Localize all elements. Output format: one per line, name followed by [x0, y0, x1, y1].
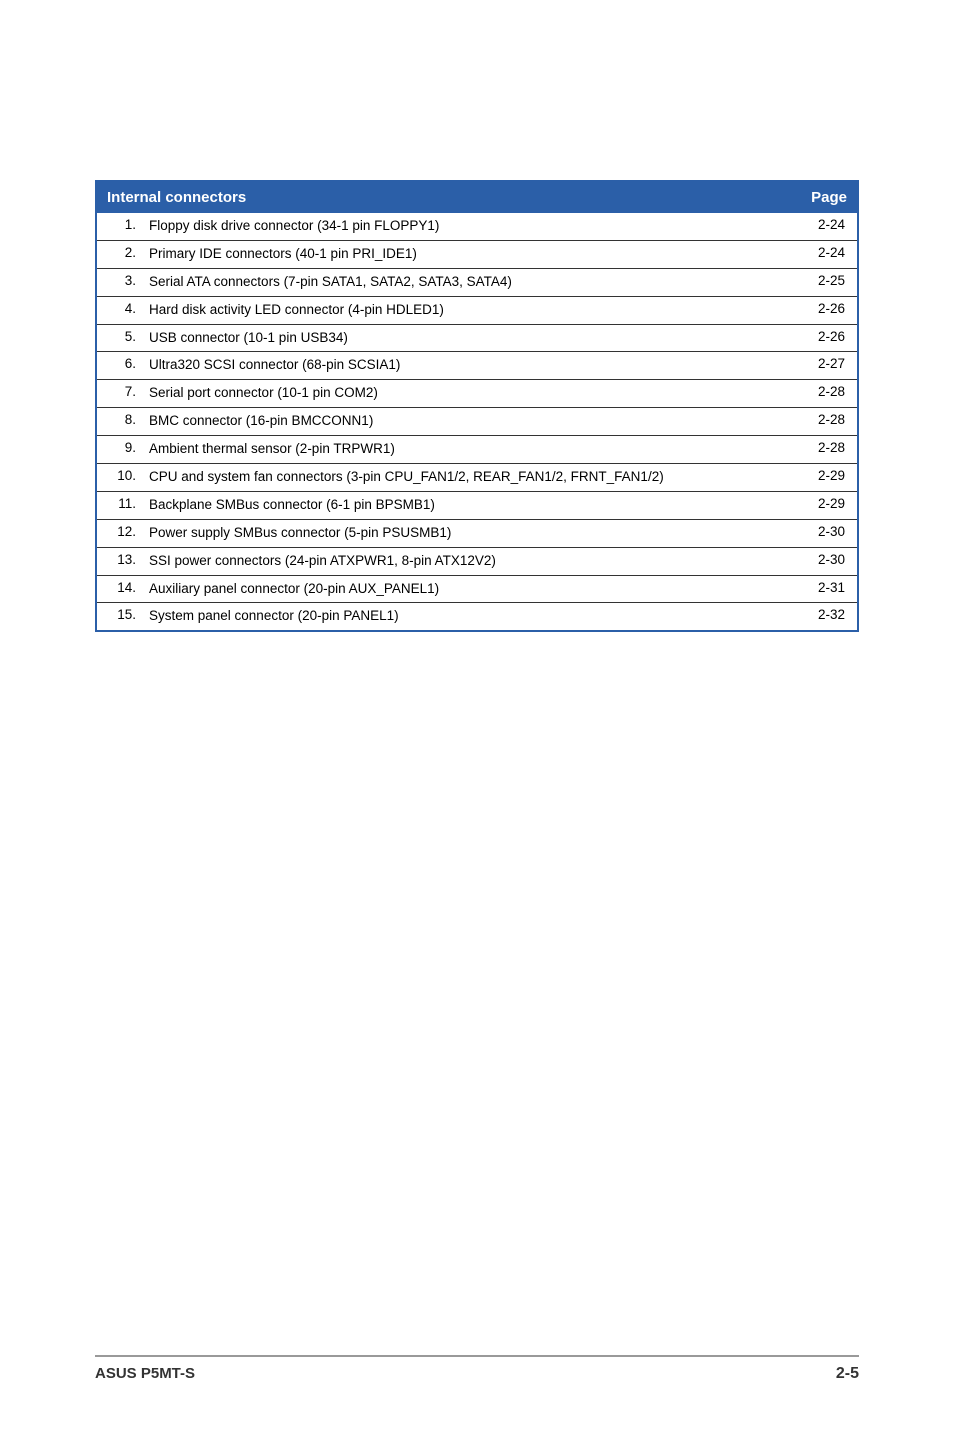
row-number: 6. — [96, 352, 141, 380]
table-row: 9.Ambient thermal sensor (2-pin TRPWR1)2… — [96, 436, 858, 464]
row-number: 1. — [96, 213, 141, 240]
row-description: Ambient thermal sensor (2-pin TRPWR1) — [141, 436, 788, 464]
row-page: 2-28 — [788, 408, 858, 436]
row-number: 7. — [96, 380, 141, 408]
row-number: 13. — [96, 547, 141, 575]
row-number: 8. — [96, 408, 141, 436]
row-page: 2-25 — [788, 268, 858, 296]
connectors-table: Internal connectors Page 1.Floppy disk d… — [95, 180, 859, 632]
row-page: 2-29 — [788, 464, 858, 492]
row-number: 10. — [96, 464, 141, 492]
row-description: CPU and system fan connectors (3-pin CPU… — [141, 464, 788, 492]
row-description: Floppy disk drive connector (34-1 pin FL… — [141, 213, 788, 240]
row-description: Ultra320 SCSI connector (68-pin SCSIA1) — [141, 352, 788, 380]
row-number: 11. — [96, 491, 141, 519]
row-page: 2-28 — [788, 436, 858, 464]
row-page: 2-30 — [788, 519, 858, 547]
row-page: 2-24 — [788, 240, 858, 268]
row-description: SSI power connectors (24-pin ATXPWR1, 8-… — [141, 547, 788, 575]
row-description: Backplane SMBus connector (6-1 pin BPSMB… — [141, 491, 788, 519]
row-description: Power supply SMBus connector (5-pin PSUS… — [141, 519, 788, 547]
table-title: Internal connectors — [96, 181, 788, 213]
row-description: USB connector (10-1 pin USB34) — [141, 324, 788, 352]
row-number: 2. — [96, 240, 141, 268]
row-description: System panel connector (20-pin PANEL1) — [141, 603, 788, 631]
table-row: 15.System panel connector (20-pin PANEL1… — [96, 603, 858, 631]
page-footer: ASUS P5MT-S 2-5 — [95, 1355, 859, 1383]
table-row: 6.Ultra320 SCSI connector (68-pin SCSIA1… — [96, 352, 858, 380]
row-page: 2-26 — [788, 324, 858, 352]
table-row: 12.Power supply SMBus connector (5-pin P… — [96, 519, 858, 547]
row-description: Serial port connector (10-1 pin COM2) — [141, 380, 788, 408]
row-number: 14. — [96, 575, 141, 603]
row-page: 2-26 — [788, 296, 858, 324]
table-row: 14.Auxiliary panel connector (20-pin AUX… — [96, 575, 858, 603]
table-row: 2.Primary IDE connectors (40-1 pin PRI_I… — [96, 240, 858, 268]
table-row: 10.CPU and system fan connectors (3-pin … — [96, 464, 858, 492]
row-number: 15. — [96, 603, 141, 631]
row-number: 5. — [96, 324, 141, 352]
table-row: 5.USB connector (10-1 pin USB34)2-26 — [96, 324, 858, 352]
row-page: 2-24 — [788, 213, 858, 240]
page-header: Page — [788, 181, 858, 213]
row-description: BMC connector (16-pin BMCCONN1) — [141, 408, 788, 436]
row-page: 2-27 — [788, 352, 858, 380]
row-page: 2-28 — [788, 380, 858, 408]
row-number: 3. — [96, 268, 141, 296]
table-row: 3.Serial ATA connectors (7-pin SATA1, SA… — [96, 268, 858, 296]
table-row: 11.Backplane SMBus connector (6-1 pin BP… — [96, 491, 858, 519]
row-page: 2-31 — [788, 575, 858, 603]
row-description: Auxiliary panel connector (20-pin AUX_PA… — [141, 575, 788, 603]
row-number: 12. — [96, 519, 141, 547]
row-page: 2-29 — [788, 491, 858, 519]
footer-left-text: ASUS P5MT-S — [95, 1365, 195, 1383]
footer-right-text: 2-5 — [836, 1365, 859, 1383]
row-description: Hard disk activity LED connector (4-pin … — [141, 296, 788, 324]
table-row: 1.Floppy disk drive connector (34-1 pin … — [96, 213, 858, 240]
row-description: Primary IDE connectors (40-1 pin PRI_IDE… — [141, 240, 788, 268]
table-row: 13.SSI power connectors (24-pin ATXPWR1,… — [96, 547, 858, 575]
row-description: Serial ATA connectors (7-pin SATA1, SATA… — [141, 268, 788, 296]
table-row: 4.Hard disk activity LED connector (4-pi… — [96, 296, 858, 324]
row-number: 4. — [96, 296, 141, 324]
table-row: 7.Serial port connector (10-1 pin COM2)2… — [96, 380, 858, 408]
row-number: 9. — [96, 436, 141, 464]
row-page: 2-32 — [788, 603, 858, 631]
table-row: 8.BMC connector (16-pin BMCCONN1)2-28 — [96, 408, 858, 436]
row-page: 2-30 — [788, 547, 858, 575]
